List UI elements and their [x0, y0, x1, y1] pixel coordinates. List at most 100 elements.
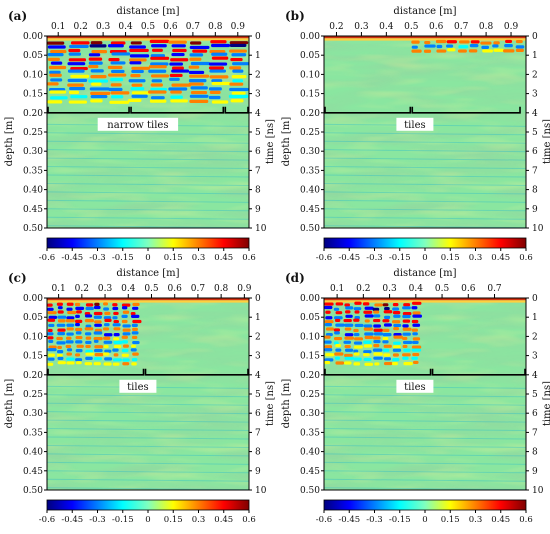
time-tick-label: 5 — [255, 128, 261, 138]
x-tick-label: 0.8 — [479, 22, 494, 32]
reflection-segment — [76, 344, 84, 348]
reflection-segment — [363, 353, 370, 357]
reflection-segment — [108, 87, 123, 92]
reflection-segment — [112, 362, 120, 366]
deep-band — [324, 132, 526, 136]
deep-band — [324, 453, 526, 457]
reflection-segment — [392, 320, 401, 324]
reflection-segment — [132, 327, 138, 331]
deep-band — [324, 419, 526, 423]
reflection-segment — [69, 44, 89, 49]
reflection-segment — [382, 332, 392, 337]
reflection-segment — [401, 336, 408, 341]
strong-reflections — [47, 39, 249, 228]
deep-band — [47, 191, 249, 195]
deep-band — [47, 132, 249, 136]
colorbar-tick-label: 0.45 — [214, 253, 233, 263]
reflection-segment — [190, 86, 208, 90]
x-tick-label: 0.9 — [231, 22, 246, 32]
reflection-segment — [47, 357, 55, 361]
reflection-segment — [403, 348, 411, 352]
direct-wave-band — [47, 298, 249, 301]
reflection-segment — [49, 73, 62, 77]
reflection-segment — [74, 302, 81, 307]
reflection-segment — [229, 82, 244, 86]
time-axis-label: time [ns] — [542, 381, 550, 426]
colorbar-tick-label: -0.15 — [112, 253, 134, 263]
strong-reflections — [47, 302, 249, 490]
reflection-segment — [88, 79, 109, 83]
colorbar-tick-label: 0.3 — [469, 253, 483, 263]
reflection-segment — [67, 78, 88, 83]
x-tick-label: 0.4 — [379, 22, 394, 32]
reflection-segment — [70, 74, 90, 78]
reflection-segment — [94, 323, 102, 327]
reflection-segment — [93, 305, 101, 310]
deep-band — [47, 199, 249, 203]
reflection-segment — [209, 90, 221, 94]
reflection-segment — [446, 44, 454, 48]
time-tick-label: 3 — [255, 90, 261, 100]
reflection-segment — [103, 333, 113, 337]
depth-tick-label: 0.00 — [23, 32, 43, 42]
panel-label: (c) — [8, 271, 27, 285]
colorbar-tick-label: 0.15 — [441, 253, 460, 263]
reflection-segment — [56, 353, 63, 358]
reflection-segment — [121, 303, 131, 307]
reflection-segment — [48, 315, 58, 319]
reflection-segment — [66, 302, 74, 306]
reflection-segment — [122, 344, 129, 348]
reflection-segment — [353, 362, 361, 366]
reflection-segment — [189, 94, 209, 98]
time-tick-label: 5 — [532, 128, 538, 138]
reflection-segment — [458, 45, 469, 49]
reflection-segment — [208, 95, 221, 100]
reflection-segment — [393, 335, 403, 339]
reflection-segment — [229, 43, 247, 48]
time-tick-label: 4 — [532, 371, 538, 381]
colorbar-tick-label: -0.6 — [39, 253, 55, 263]
reflection-segment — [88, 64, 99, 69]
reflection-segment — [364, 314, 374, 318]
colorbar-tick-label: 0.15 — [164, 515, 183, 525]
reflection-segment — [131, 91, 151, 95]
reflection-segment — [402, 324, 409, 328]
reflection-segment — [75, 314, 80, 318]
reflection-segment — [373, 310, 380, 314]
depth-tick-label: 0.10 — [300, 332, 320, 342]
colorbar-tick-label: 0.6 — [242, 515, 256, 525]
depth-tick-label: 0.05 — [23, 51, 43, 61]
colorbar-tick-label: -0.6 — [316, 253, 332, 263]
time-tick-label: 6 — [532, 147, 538, 157]
time-tick-label: 9 — [532, 467, 538, 477]
reflection-segment — [482, 49, 493, 53]
deep-band — [324, 461, 526, 465]
reflection-segment — [122, 358, 130, 362]
reflection-segment — [411, 348, 422, 352]
depth-tick-label: 0.30 — [300, 409, 320, 419]
reflection-segment — [383, 353, 391, 357]
time-tick-label: 5 — [255, 390, 261, 400]
x-tick-label: 0.7 — [186, 22, 201, 32]
reflection-segment — [334, 316, 343, 320]
deep-band — [47, 225, 249, 228]
depth-tick-label: 0.50 — [300, 224, 320, 234]
reflection-segment — [446, 40, 457, 44]
reflection-segment — [392, 307, 400, 311]
reflection-segment — [211, 56, 229, 60]
direct-wave-band — [324, 300, 526, 303]
reflection-segment — [372, 336, 381, 340]
deep-band — [47, 182, 249, 186]
reflection-segment — [90, 99, 103, 103]
annotation-label: tiles — [404, 120, 425, 131]
reflection-segment — [57, 356, 64, 360]
reflection-segment — [150, 83, 163, 87]
reflection-segment — [469, 44, 479, 48]
reflection-segment — [85, 303, 94, 307]
deep-band — [324, 436, 526, 440]
reflection-segment — [344, 348, 354, 352]
time-tick-label: 0 — [532, 32, 538, 42]
reflection-segment — [112, 306, 119, 311]
colorbar-tick-label: -0.6 — [316, 515, 332, 525]
reflection-segment — [344, 327, 352, 331]
